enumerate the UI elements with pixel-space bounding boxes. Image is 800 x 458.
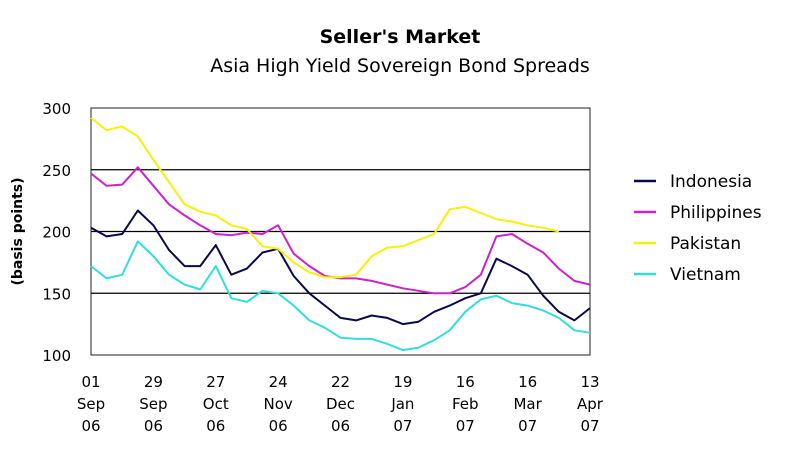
- y-tick-label-100: 100: [42, 347, 71, 365]
- series-line-indonesia: [90, 209, 591, 326]
- y-axis-label: (basis points): [10, 177, 26, 285]
- legend-label-indonesia: Indonesia: [670, 172, 752, 192]
- x-tick-label-3-2: Nov: [263, 395, 292, 413]
- x-tick-label-0-2: Sep: [77, 395, 105, 413]
- x-tick-label-2-2: Oct: [203, 395, 229, 413]
- x-tick-label-7-3: 07: [518, 417, 537, 435]
- series-line-pakistan: [90, 117, 560, 279]
- series-line-vietnam: [90, 240, 591, 352]
- plot-frame: [90, 107, 591, 356]
- x-tick-label-5-3: 07: [393, 417, 412, 435]
- x-tick-label-3-1: 24: [269, 373, 288, 391]
- x-tick-label-4-1: 22: [331, 373, 350, 391]
- x-tick-label-5-1: 19: [393, 373, 412, 391]
- x-tick-label-2-1: 27: [206, 373, 225, 391]
- x-tick-label-0-3: 06: [81, 417, 100, 435]
- y-tick-label-300: 300: [42, 100, 71, 118]
- x-tick-label-8-2: Apr: [577, 395, 604, 413]
- x-tick-label-7-1: 16: [518, 373, 537, 391]
- x-tick-label-1-1: 29: [144, 373, 163, 391]
- y-tick-label-200: 200: [42, 224, 71, 242]
- x-tick-label-0-1: 01: [81, 373, 100, 391]
- chart-title: Seller's Market: [319, 26, 481, 48]
- x-tick-label-8-1: 13: [580, 373, 599, 391]
- x-tick-label-1-2: Sep: [139, 395, 167, 413]
- series-line-philippines: [90, 166, 591, 295]
- y-tick-label-250: 250: [42, 162, 71, 180]
- legend-label-philippines: Philippines: [670, 203, 762, 223]
- x-tick-label-6-1: 16: [456, 373, 475, 391]
- legend-label-pakistan: Pakistan: [670, 234, 741, 254]
- y-tick-label-150: 150: [42, 285, 71, 303]
- x-tick-label-2-3: 06: [206, 417, 225, 435]
- x-tick-label-5-2: Jan: [390, 395, 414, 413]
- x-tick-label-6-2: Feb: [452, 395, 479, 413]
- x-tick-label-7-2: Mar: [513, 395, 542, 413]
- x-tick-label-1-3: 06: [144, 417, 163, 435]
- x-tick-label-4-2: Dec: [326, 395, 355, 413]
- x-tick-label-3-3: 06: [269, 417, 288, 435]
- chart-subtitle: Asia High Yield Sovereign Bond Spreads: [210, 55, 590, 77]
- x-tick-label-4-3: 06: [331, 417, 350, 435]
- x-tick-label-6-3: 07: [456, 417, 475, 435]
- legend-label-vietnam: Vietnam: [670, 265, 741, 285]
- x-tick-label-8-3: 07: [580, 417, 599, 435]
